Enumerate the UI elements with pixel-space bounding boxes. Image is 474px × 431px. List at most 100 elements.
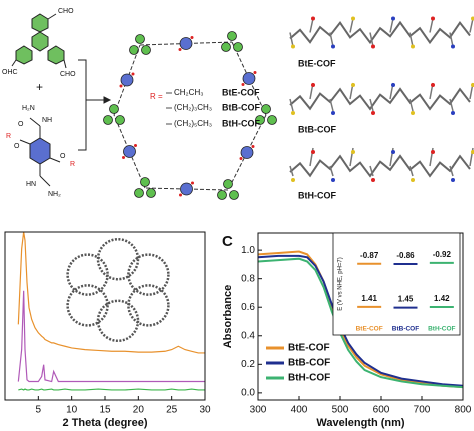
y-axis-title: Absorbance	[222, 285, 234, 349]
model-label: BtH-COF	[298, 190, 336, 200]
benzene-node	[261, 104, 271, 114]
model-branch	[309, 18, 314, 33]
model-atom	[331, 178, 335, 182]
model-atom	[351, 150, 355, 154]
model-atom	[451, 44, 455, 49]
model-atom	[471, 150, 474, 154]
model-branch	[349, 18, 354, 33]
model-atom	[291, 44, 295, 49]
model-atom	[371, 178, 375, 182]
benzene-node	[229, 190, 239, 200]
linker	[231, 41, 267, 116]
value-label: -0.87	[360, 251, 379, 260]
x-tick-label: 5	[36, 405, 42, 416]
r-group	[122, 156, 125, 159]
benzene-node	[227, 31, 237, 41]
value-label: 1.41	[361, 294, 377, 303]
model-atom	[391, 150, 395, 154]
model-branch	[449, 98, 454, 112]
x-tick-label: 300	[250, 405, 267, 416]
benzene-node	[233, 42, 243, 52]
x-tick-label: 20	[133, 405, 145, 416]
legend-label: BtE-COF	[288, 343, 330, 354]
x-axis-title: Wavelength (nm)	[316, 417, 405, 429]
r-group	[131, 72, 135, 76]
model-atom	[291, 178, 295, 182]
model-branch	[329, 165, 334, 177]
model-atom	[451, 111, 455, 115]
hydrazide-node	[240, 146, 254, 159]
r-group	[179, 193, 182, 197]
model-atom	[391, 16, 395, 21]
model-branch	[289, 98, 294, 112]
model-atom	[411, 178, 415, 182]
value-label: 1.42	[434, 294, 450, 303]
pore-ring	[66, 253, 109, 296]
substituent: (CH₂)₅CH₃	[174, 119, 212, 128]
model-atom	[371, 44, 375, 49]
x-tick-label: 30	[199, 405, 211, 416]
x-tick-label: 600	[373, 405, 390, 416]
model-branch	[389, 18, 394, 33]
model-atom	[311, 150, 315, 154]
atom-label: NH	[42, 117, 52, 124]
hydrazide-node	[120, 73, 134, 87]
benzene-node	[109, 104, 119, 114]
linker	[139, 41, 233, 46]
linker	[144, 187, 229, 191]
atom-label: NH₂	[48, 191, 61, 198]
data-line	[18, 388, 205, 391]
value-label: 1.45	[398, 295, 414, 304]
model-branch	[369, 165, 374, 177]
model-atom	[471, 83, 474, 87]
model-branch	[449, 32, 454, 47]
aldehyde-structure	[11, 13, 67, 69]
benzene-node	[217, 190, 227, 200]
model-atom	[351, 16, 355, 21]
data-line	[17, 290, 205, 383]
atom-label: H₂N	[22, 105, 35, 112]
cof-macrocycle	[103, 31, 277, 200]
bond-dash	[166, 92, 172, 125]
x-tick-label: 700	[414, 405, 431, 416]
x-axis-title: 2 Theta (degree)	[63, 417, 148, 429]
reaction-arrow	[78, 59, 112, 151]
model-branch	[289, 165, 294, 177]
model-atom	[371, 111, 375, 115]
pxrd-chart: 5 10 15 20 25 30 2 Theta (degree)	[4, 231, 211, 429]
model-atom	[471, 16, 474, 21]
hydrazide-structure	[19, 117, 61, 187]
model-branch	[289, 32, 294, 47]
y-tick-label: 0.0	[241, 388, 255, 399]
absorbance-chart: 300 400 500 600 700 800 0.0 0.2 0.4 0.6 0.8 1.0 Wave…	[222, 232, 472, 429]
model-branch	[329, 32, 334, 47]
pore-ring	[127, 284, 170, 327]
benzene-node	[255, 115, 265, 125]
benzene-node	[141, 45, 151, 55]
x-tick-label: 400	[291, 405, 308, 416]
y-tick-label: 0.8	[241, 273, 255, 284]
hydrazide-node	[179, 37, 193, 50]
hydrazide-node	[123, 145, 136, 158]
r-group	[190, 36, 194, 39]
cof-name: BtB-COF	[222, 102, 260, 112]
x-tick-label: 10	[66, 405, 78, 416]
y-tick-label: 0.2	[241, 359, 255, 370]
pore-ring	[127, 253, 170, 296]
legend-label: BtH-COF	[288, 373, 330, 384]
model-atom	[351, 83, 355, 87]
benzene-node	[267, 115, 277, 125]
r-group	[239, 157, 243, 160]
hydrazide-node	[180, 182, 193, 196]
model-atom	[411, 44, 415, 49]
r-group	[241, 83, 245, 86]
model-atom	[391, 83, 395, 87]
x-tick-label: 800	[455, 405, 472, 416]
cof-name: BtH-COF	[222, 118, 260, 128]
atom-label: R	[6, 133, 11, 140]
model-backbone	[289, 154, 471, 178]
benzene-node	[223, 179, 233, 189]
pore-ring	[96, 299, 140, 343]
category-label: BtE-COF	[356, 326, 383, 333]
